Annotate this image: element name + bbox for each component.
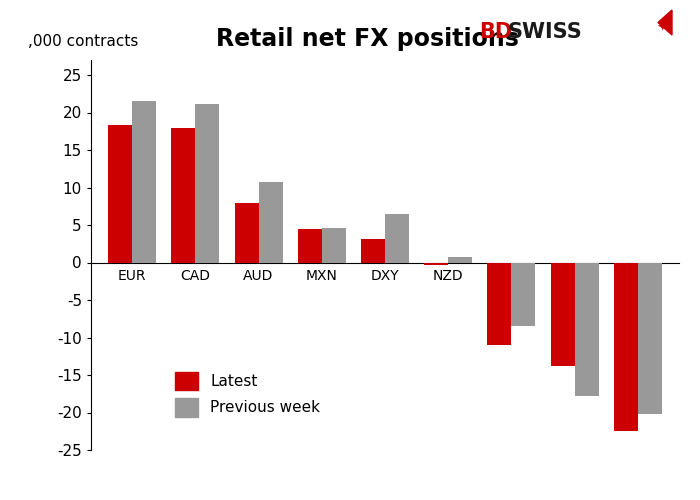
Bar [551,262,575,366]
Text: ,000 contracts: ,000 contracts [29,34,139,49]
Bar [322,228,346,262]
Bar [258,182,283,262]
Bar [195,104,219,262]
Bar [424,262,448,265]
Text: SWISS: SWISS [508,22,582,42]
Bar [108,125,132,262]
Title: Retail net FX positions: Retail net FX positions [216,27,519,51]
Bar [361,238,385,262]
Bar [614,262,638,431]
Legend: Latest, Previous week: Latest, Previous week [169,366,327,423]
Bar [172,128,195,262]
Bar [512,262,536,326]
Bar [487,262,512,345]
Bar [575,262,598,396]
Bar [385,214,409,262]
Bar [448,256,472,262]
Text: BD: BD [480,22,512,42]
Bar [234,202,258,262]
Bar [638,262,662,414]
Text: ✦: ✦ [657,21,668,35]
Bar [132,101,156,262]
Bar [298,229,322,262]
